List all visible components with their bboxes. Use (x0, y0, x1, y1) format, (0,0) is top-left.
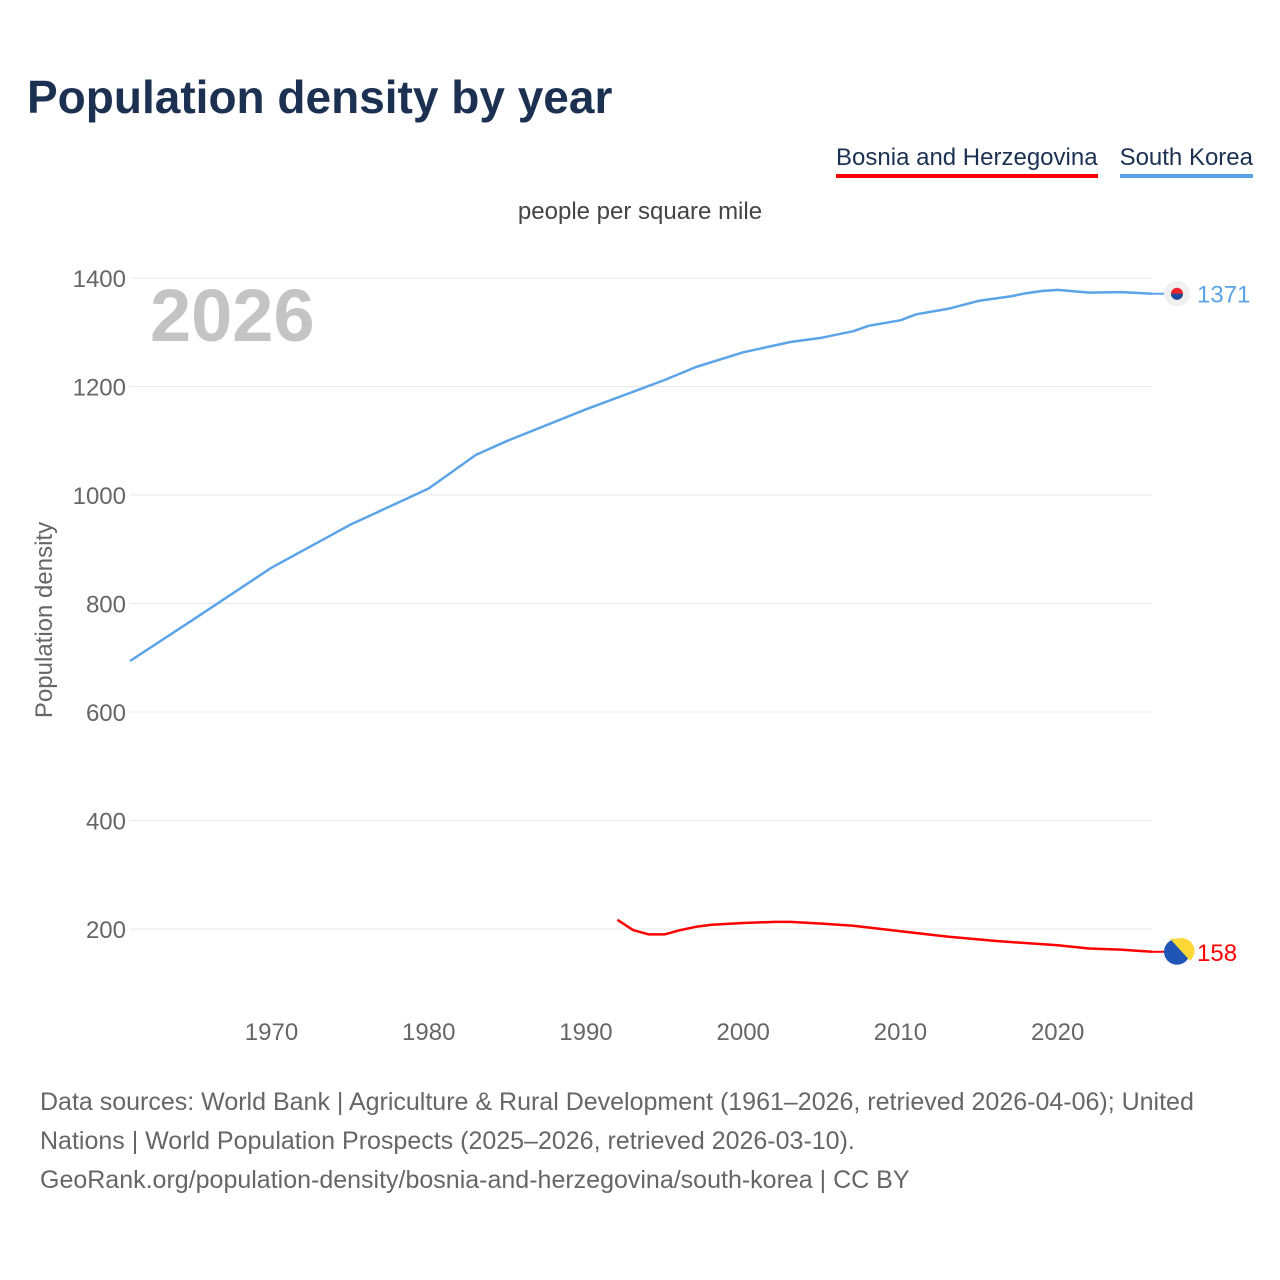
flag-detail (1170, 938, 1195, 961)
legend-item-south-korea[interactable]: South Korea (1119, 144, 1253, 178)
y-tick-label: 1000 (73, 483, 126, 510)
x-tick-label: 2020 (1031, 1019, 1084, 1046)
year-label: 2026 (150, 274, 315, 357)
series-line-bosnia (616, 918, 1153, 954)
legend: Bosnia and Herzegovina South Korea (836, 144, 1253, 178)
y-tick-label: 400 (86, 809, 126, 836)
y-axis-label: Population density (31, 522, 58, 718)
end-value-label: 158 (1197, 940, 1237, 967)
y-tick-label: 1200 (73, 375, 126, 402)
page-title: Population density by year (27, 71, 613, 123)
data-sources: Data sources: World Bank | Agriculture &… (40, 1088, 1194, 1155)
x-tick-label: 1980 (402, 1019, 455, 1046)
x-tick-label: 1990 (559, 1019, 612, 1046)
line-chart: 200 400 600 800 1000 1200 1400 1970 1980 1990 2000… (31, 266, 1250, 1046)
y-tick-label: 1400 (73, 266, 126, 293)
end-value-label: 1371 (1197, 282, 1250, 309)
unit-label: people per square mile (517, 198, 763, 225)
y-tick-label: 200 (86, 917, 126, 944)
y-tick-label: 800 (86, 592, 126, 619)
footer: Data sources: World Bank | Agriculture &… (40, 1083, 1250, 1200)
flag-detail (1171, 293, 1183, 300)
legend-item-bosnia[interactable]: Bosnia and Herzegovina (836, 144, 1098, 178)
series-line-south-korea (129, 288, 1153, 663)
source-link[interactable]: GeoRank.org/population-density/bosnia-an… (40, 1166, 910, 1194)
x-tick-label: 2000 (717, 1019, 770, 1046)
x-tick-label: 2010 (874, 1019, 927, 1046)
y-tick-label: 600 (86, 700, 126, 727)
x-tick-label: 1970 (245, 1019, 298, 1046)
